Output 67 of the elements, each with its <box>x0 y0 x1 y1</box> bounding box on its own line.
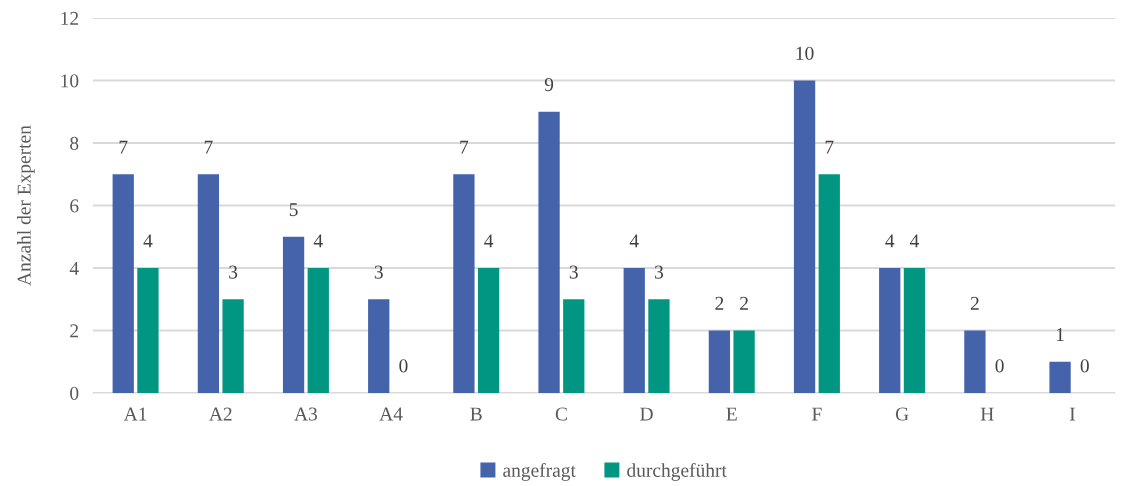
data-label: 7 <box>825 140 834 154</box>
legend-label: angefragt <box>503 463 576 481</box>
bar <box>1049 361 1071 393</box>
x-tick-label: G <box>895 407 909 421</box>
x-tick-label: A2 <box>209 407 232 421</box>
data-label: 0 <box>399 359 408 373</box>
y-tick-label: 4 <box>69 261 79 275</box>
bar <box>477 268 500 393</box>
data-label: 3 <box>569 265 578 279</box>
data-label: 4 <box>909 234 919 248</box>
bar <box>222 299 244 393</box>
x-tick-label: E <box>726 407 737 421</box>
data-label: 7 <box>204 140 213 154</box>
data-label: 4 <box>313 234 323 248</box>
bar <box>538 111 560 393</box>
bar <box>282 236 305 393</box>
bar <box>879 268 901 393</box>
bar <box>708 330 731 393</box>
x-tick-label: I <box>1069 407 1075 421</box>
x-tick-label: A1 <box>123 407 147 421</box>
y-tick-label: 6 <box>70 199 79 213</box>
y-tick-label: 12 <box>61 11 79 25</box>
data-label: 5 <box>289 203 298 217</box>
data-label: 3 <box>374 265 383 279</box>
bar <box>368 299 390 393</box>
bar <box>964 330 986 393</box>
y-tick-label: 8 <box>70 136 79 150</box>
bar <box>197 174 220 393</box>
data-label: 4 <box>629 234 639 248</box>
data-label: 9 <box>544 78 554 92</box>
bar <box>648 299 670 393</box>
data-label: 7 <box>460 140 469 154</box>
x-tick-label: B <box>470 407 482 421</box>
y-tick-label: 10 <box>61 74 79 88</box>
data-label: 4 <box>143 234 153 248</box>
y-axis-title: Anzahl der Experten <box>17 125 35 286</box>
data-label: 4 <box>484 234 494 248</box>
bar <box>733 330 755 393</box>
data-label: 0 <box>995 359 1004 373</box>
bar <box>137 268 159 393</box>
data-label: 1 <box>1056 328 1064 341</box>
x-tick-label: A3 <box>294 407 318 421</box>
bar <box>563 299 585 393</box>
data-label: 2 <box>740 296 748 310</box>
x-tick-label: C <box>555 407 567 421</box>
data-label: 2 <box>715 296 724 310</box>
bar <box>818 174 840 393</box>
data-label: 3 <box>655 265 664 279</box>
bar <box>307 268 329 393</box>
y-tick-label: 0 <box>70 386 79 400</box>
data-label: 7 <box>119 140 128 154</box>
x-tick-label: A4 <box>379 407 403 421</box>
data-label: 4 <box>885 234 895 248</box>
x-tick-label: F <box>812 407 822 421</box>
bar <box>793 80 816 393</box>
x-tick-label: D <box>640 407 653 421</box>
y-tick-label: 2 <box>70 324 79 338</box>
x-tick-label: H <box>980 407 994 421</box>
data-label: 0 <box>1080 359 1089 373</box>
data-label: 2 <box>970 296 979 310</box>
bar <box>112 174 134 393</box>
data-label: 10 <box>796 46 814 60</box>
legend-label: durchgeführt <box>627 463 727 481</box>
bar <box>623 268 645 393</box>
bar <box>903 268 926 393</box>
data-label: 3 <box>229 265 238 279</box>
bar <box>453 174 475 393</box>
